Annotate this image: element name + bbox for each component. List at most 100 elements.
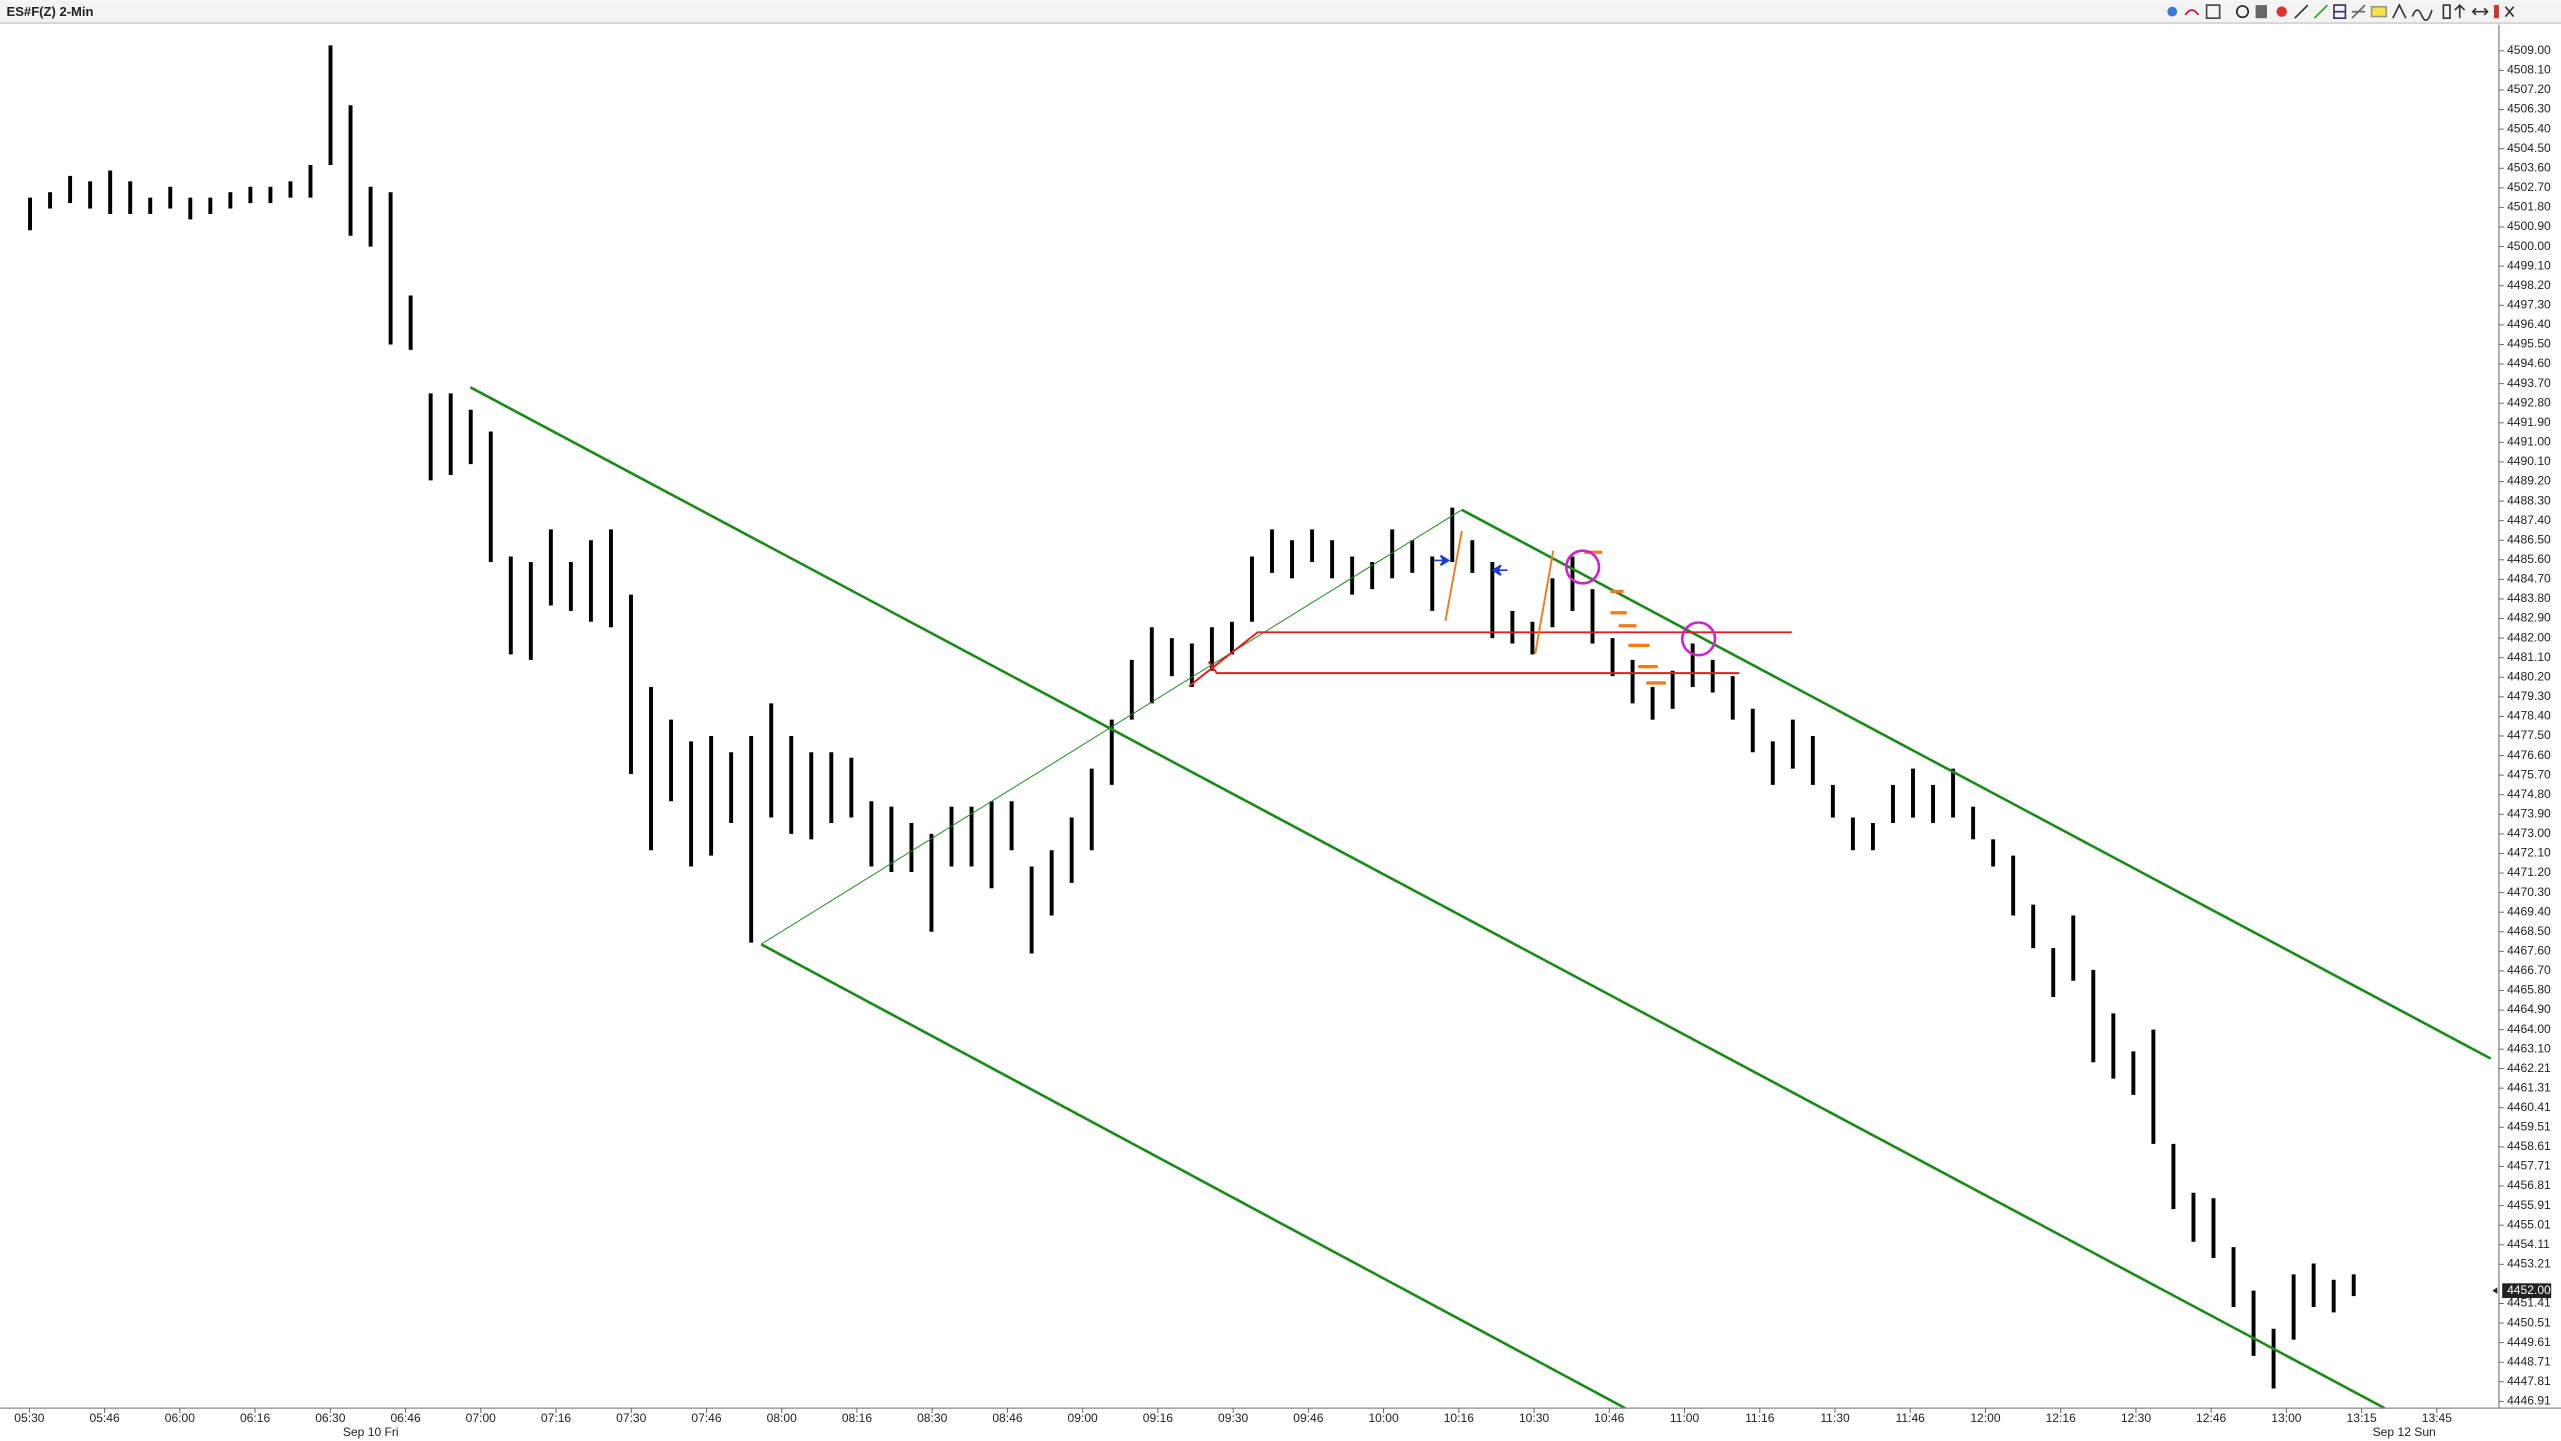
x-tick-label: 06:30: [315, 1411, 346, 1425]
y-tick-label: 4501.80: [2507, 200, 2551, 214]
y-tick-label: 4455.01: [2507, 1217, 2551, 1231]
y-tick-label: 4456.81: [2507, 1178, 2551, 1192]
y-tick-label: 4451.41: [2507, 1296, 2551, 1310]
y-tick-label: 4449.61: [2507, 1335, 2551, 1349]
y-tick-label: 4471.20: [2507, 865, 2551, 879]
date-label: Sep 12 Sun: [2373, 1425, 2436, 1439]
toolbar-icon[interactable]: [2392, 3, 2407, 19]
orange-line: [1534, 550, 1555, 654]
toolbar-icon[interactable]: [2255, 5, 2268, 19]
toolbar-icon[interactable]: [2471, 7, 2489, 16]
y-tick-label: 4502.70: [2507, 180, 2551, 194]
channel-base: [760, 509, 1463, 945]
x-tick-label: 13:45: [2422, 1411, 2453, 1425]
toolbar-icon[interactable]: [2351, 4, 2366, 19]
y-tick-label: 4459.51: [2507, 1119, 2551, 1133]
x-tick-label: 12:00: [1970, 1411, 2001, 1425]
toolbar-icon[interactable]: [2454, 3, 2466, 19]
x-tick-label: 08:46: [992, 1411, 1023, 1425]
x-tick-label: 06:16: [240, 1411, 271, 1425]
toolbar-icon[interactable]: [2235, 5, 2250, 19]
highlight-circle: [1565, 549, 1601, 585]
plot-area: [28, 45, 2356, 1389]
x-tick-label: 07:30: [616, 1411, 647, 1425]
date-label: Sep 10 Fri: [343, 1425, 399, 1439]
toolbar-icon[interactable]: [2333, 4, 2347, 20]
x-tick-label: 05:30: [14, 1411, 45, 1425]
y-tick-label: 4489.20: [2507, 474, 2551, 488]
x-tick-label: 10:00: [1368, 1411, 1399, 1425]
y-tick-label: 4465.80: [2507, 983, 2551, 997]
orange-line: [1444, 530, 1463, 622]
y-tick-label: 4474.80: [2507, 787, 2551, 801]
toolbar-icon[interactable]: [2294, 4, 2309, 19]
last-price-label: 4452.00: [2507, 1283, 2551, 1297]
y-tick-label: 4478.40: [2507, 709, 2551, 723]
y-tick-label: 4490.10: [2507, 454, 2551, 468]
toolbar-icon[interactable]: [2442, 4, 2451, 20]
title-bar: [0, 0, 2561, 24]
y-tick-label: 4506.30: [2507, 102, 2551, 116]
y-tick-label: 4447.81: [2507, 1374, 2551, 1388]
x-tick-label: 06:46: [390, 1411, 421, 1425]
y-tick-label: 4448.71: [2507, 1354, 2551, 1368]
x-tick-label: 07:00: [466, 1411, 497, 1425]
x-tick-label: 12:30: [2121, 1411, 2152, 1425]
y-tick-label: 4507.20: [2507, 82, 2551, 96]
toolbar-icon[interactable]: [2504, 6, 2515, 18]
x-tick-label: 06:00: [165, 1411, 196, 1425]
toolbar-icon[interactable]: [2313, 4, 2329, 19]
y-tick-label: 4488.30: [2507, 493, 2551, 507]
toolbar-icon[interactable]: [2167, 6, 2178, 17]
y-tick-label: 4504.50: [2507, 141, 2551, 155]
y-tick-label: 4492.80: [2507, 395, 2551, 409]
toolbar-icon[interactable]: [2184, 9, 2200, 16]
x-tick-label: 05:46: [90, 1411, 121, 1425]
x-tick-label: 08:30: [917, 1411, 948, 1425]
y-tick-label: 4500.90: [2507, 219, 2551, 233]
y-tick-label: 4503.60: [2507, 160, 2551, 174]
sell-arrow: [1491, 564, 1508, 576]
toolbar-icon[interactable]: [2276, 6, 2287, 17]
channel-line: [469, 386, 2386, 1410]
chart-title: ES#F(Z) 2-Min: [7, 4, 94, 19]
x-tick-label: 07:46: [691, 1411, 722, 1425]
x-tick-label: 08:00: [767, 1411, 798, 1425]
x-tick-label: 13:15: [2347, 1411, 2378, 1425]
x-tick-label: 12:16: [2046, 1411, 2077, 1425]
y-tick-label: 4472.10: [2507, 846, 2551, 860]
y-tick-label: 4479.30: [2507, 689, 2551, 703]
toolbar-icon[interactable]: [2411, 9, 2433, 22]
y-tick-label: 4469.40: [2507, 904, 2551, 918]
y-tick-label: 4477.50: [2507, 728, 2551, 742]
y-tick-label: 4494.60: [2507, 356, 2551, 370]
y-tick-label: 4491.00: [2507, 435, 2551, 449]
x-tick-label: 11:46: [1896, 1411, 1926, 1425]
y-tick-label: 4482.90: [2507, 611, 2551, 625]
toolbar: [2167, 3, 2515, 22]
x-tick-label: 11:16: [1745, 1411, 1775, 1425]
y-tick-label: 4468.50: [2507, 924, 2551, 938]
x-tick-label: 13:00: [2271, 1411, 2302, 1425]
y-tick-label: 4464.00: [2507, 1022, 2551, 1036]
y-tick-label: 4450.51: [2507, 1315, 2551, 1329]
y-tick-label: 4487.40: [2507, 513, 2551, 527]
last-price-box: [2502, 1283, 2552, 1299]
toolbar-icon[interactable]: [2370, 5, 2388, 18]
y-tick-label: 4485.60: [2507, 552, 2551, 566]
toolbar-icon[interactable]: [2494, 5, 2499, 19]
y-tick-label: 4500.00: [2507, 239, 2551, 253]
y-tick-label: 4508.10: [2507, 63, 2551, 77]
y-tick-label: 4509.00: [2507, 43, 2551, 57]
y-tick-label: 4455.91: [2507, 1198, 2551, 1212]
toolbar-icon[interactable]: [2205, 4, 2221, 20]
y-tick-label: 4493.70: [2507, 376, 2551, 390]
buy-arrow: [1434, 554, 1451, 567]
y-tick-label: 4460.41: [2507, 1100, 2551, 1114]
y-tick-label: 4454.11: [2507, 1237, 2550, 1251]
y-tick-label: 4496.40: [2507, 317, 2551, 331]
y-tick-label: 4499.10: [2507, 258, 2551, 272]
